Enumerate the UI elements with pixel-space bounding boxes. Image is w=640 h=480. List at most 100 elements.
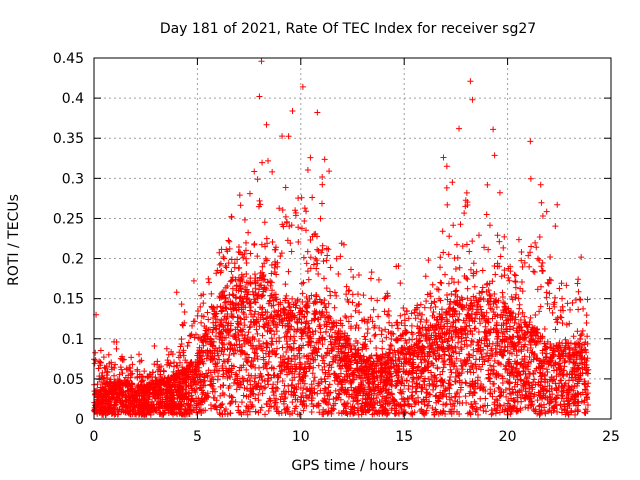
data-point (474, 411, 481, 418)
data-point (311, 344, 318, 351)
data-point (517, 285, 524, 292)
data-point (554, 314, 561, 321)
data-point (521, 343, 528, 350)
data-point (128, 354, 135, 361)
data-point (343, 283, 350, 290)
data-point (323, 245, 330, 252)
data-point (347, 410, 354, 417)
data-point (563, 371, 570, 378)
data-point (158, 363, 165, 370)
data-point (314, 349, 321, 356)
data-point (293, 318, 300, 325)
data-point (264, 342, 271, 349)
data-point (464, 295, 471, 302)
data-point (324, 345, 331, 352)
data-point (116, 371, 123, 378)
data-point (487, 298, 494, 305)
data-point (304, 309, 311, 316)
data-point (220, 253, 227, 260)
data-point (246, 190, 253, 197)
data-point (348, 313, 355, 320)
data-point (547, 277, 554, 284)
data-point (556, 285, 563, 292)
data-point (362, 399, 369, 406)
data-point (442, 271, 449, 278)
data-point (311, 389, 318, 396)
data-point (562, 350, 569, 357)
data-point (503, 336, 510, 343)
data-point (193, 385, 200, 392)
data-point (255, 291, 262, 298)
data-point (243, 351, 250, 358)
data-point (572, 394, 579, 401)
data-point (549, 309, 556, 316)
data-point (571, 368, 578, 375)
data-point (105, 400, 112, 407)
data-point (203, 355, 210, 362)
data-point (404, 395, 411, 402)
data-point (454, 316, 461, 323)
data-point (449, 179, 456, 186)
data-point (171, 359, 178, 366)
data-point (470, 260, 477, 267)
data-point (382, 367, 389, 374)
data-point (408, 361, 415, 368)
data-point (251, 241, 258, 248)
data-point (511, 319, 518, 326)
data-point (274, 379, 281, 386)
data-point (293, 386, 300, 393)
data-point (209, 383, 216, 390)
data-point (491, 325, 498, 332)
data-point (248, 388, 255, 395)
data-point (354, 407, 361, 414)
data-point (333, 394, 340, 401)
data-point (216, 409, 223, 416)
data-point (509, 366, 516, 373)
data-point (573, 353, 580, 360)
data-point (509, 296, 516, 303)
data-point (403, 340, 410, 347)
data-point (102, 365, 109, 372)
data-point (440, 364, 447, 371)
data-point (473, 268, 480, 275)
data-point (345, 318, 352, 325)
data-point (269, 239, 276, 246)
data-point (217, 319, 224, 326)
data-point (423, 396, 430, 403)
data-point (462, 319, 469, 326)
data-point (259, 377, 266, 384)
data-point (323, 257, 330, 264)
data-point (221, 346, 228, 353)
data-point (518, 398, 525, 405)
data-point (551, 294, 558, 301)
data-point (99, 402, 106, 409)
data-point (569, 299, 576, 306)
data-point (432, 344, 439, 351)
data-point (350, 410, 357, 417)
data-point (400, 395, 407, 402)
data-point (189, 387, 196, 394)
data-point (179, 322, 186, 329)
data-point (504, 316, 511, 323)
data-point (514, 370, 521, 377)
data-point (258, 275, 265, 282)
data-point (333, 255, 340, 262)
data-point (186, 389, 193, 396)
data-point (302, 227, 309, 234)
data-point (229, 274, 236, 281)
data-point (472, 325, 479, 332)
data-point (259, 263, 266, 270)
data-point (543, 366, 550, 373)
data-point (259, 332, 266, 339)
data-point (409, 383, 416, 390)
data-point (128, 371, 135, 378)
data-point (277, 253, 284, 260)
data-point (512, 314, 519, 321)
data-point (474, 339, 481, 346)
data-point (108, 366, 115, 373)
data-point (295, 224, 302, 231)
data-point (521, 395, 528, 402)
data-point (288, 222, 295, 229)
data-point (255, 391, 262, 398)
data-point (157, 399, 164, 406)
